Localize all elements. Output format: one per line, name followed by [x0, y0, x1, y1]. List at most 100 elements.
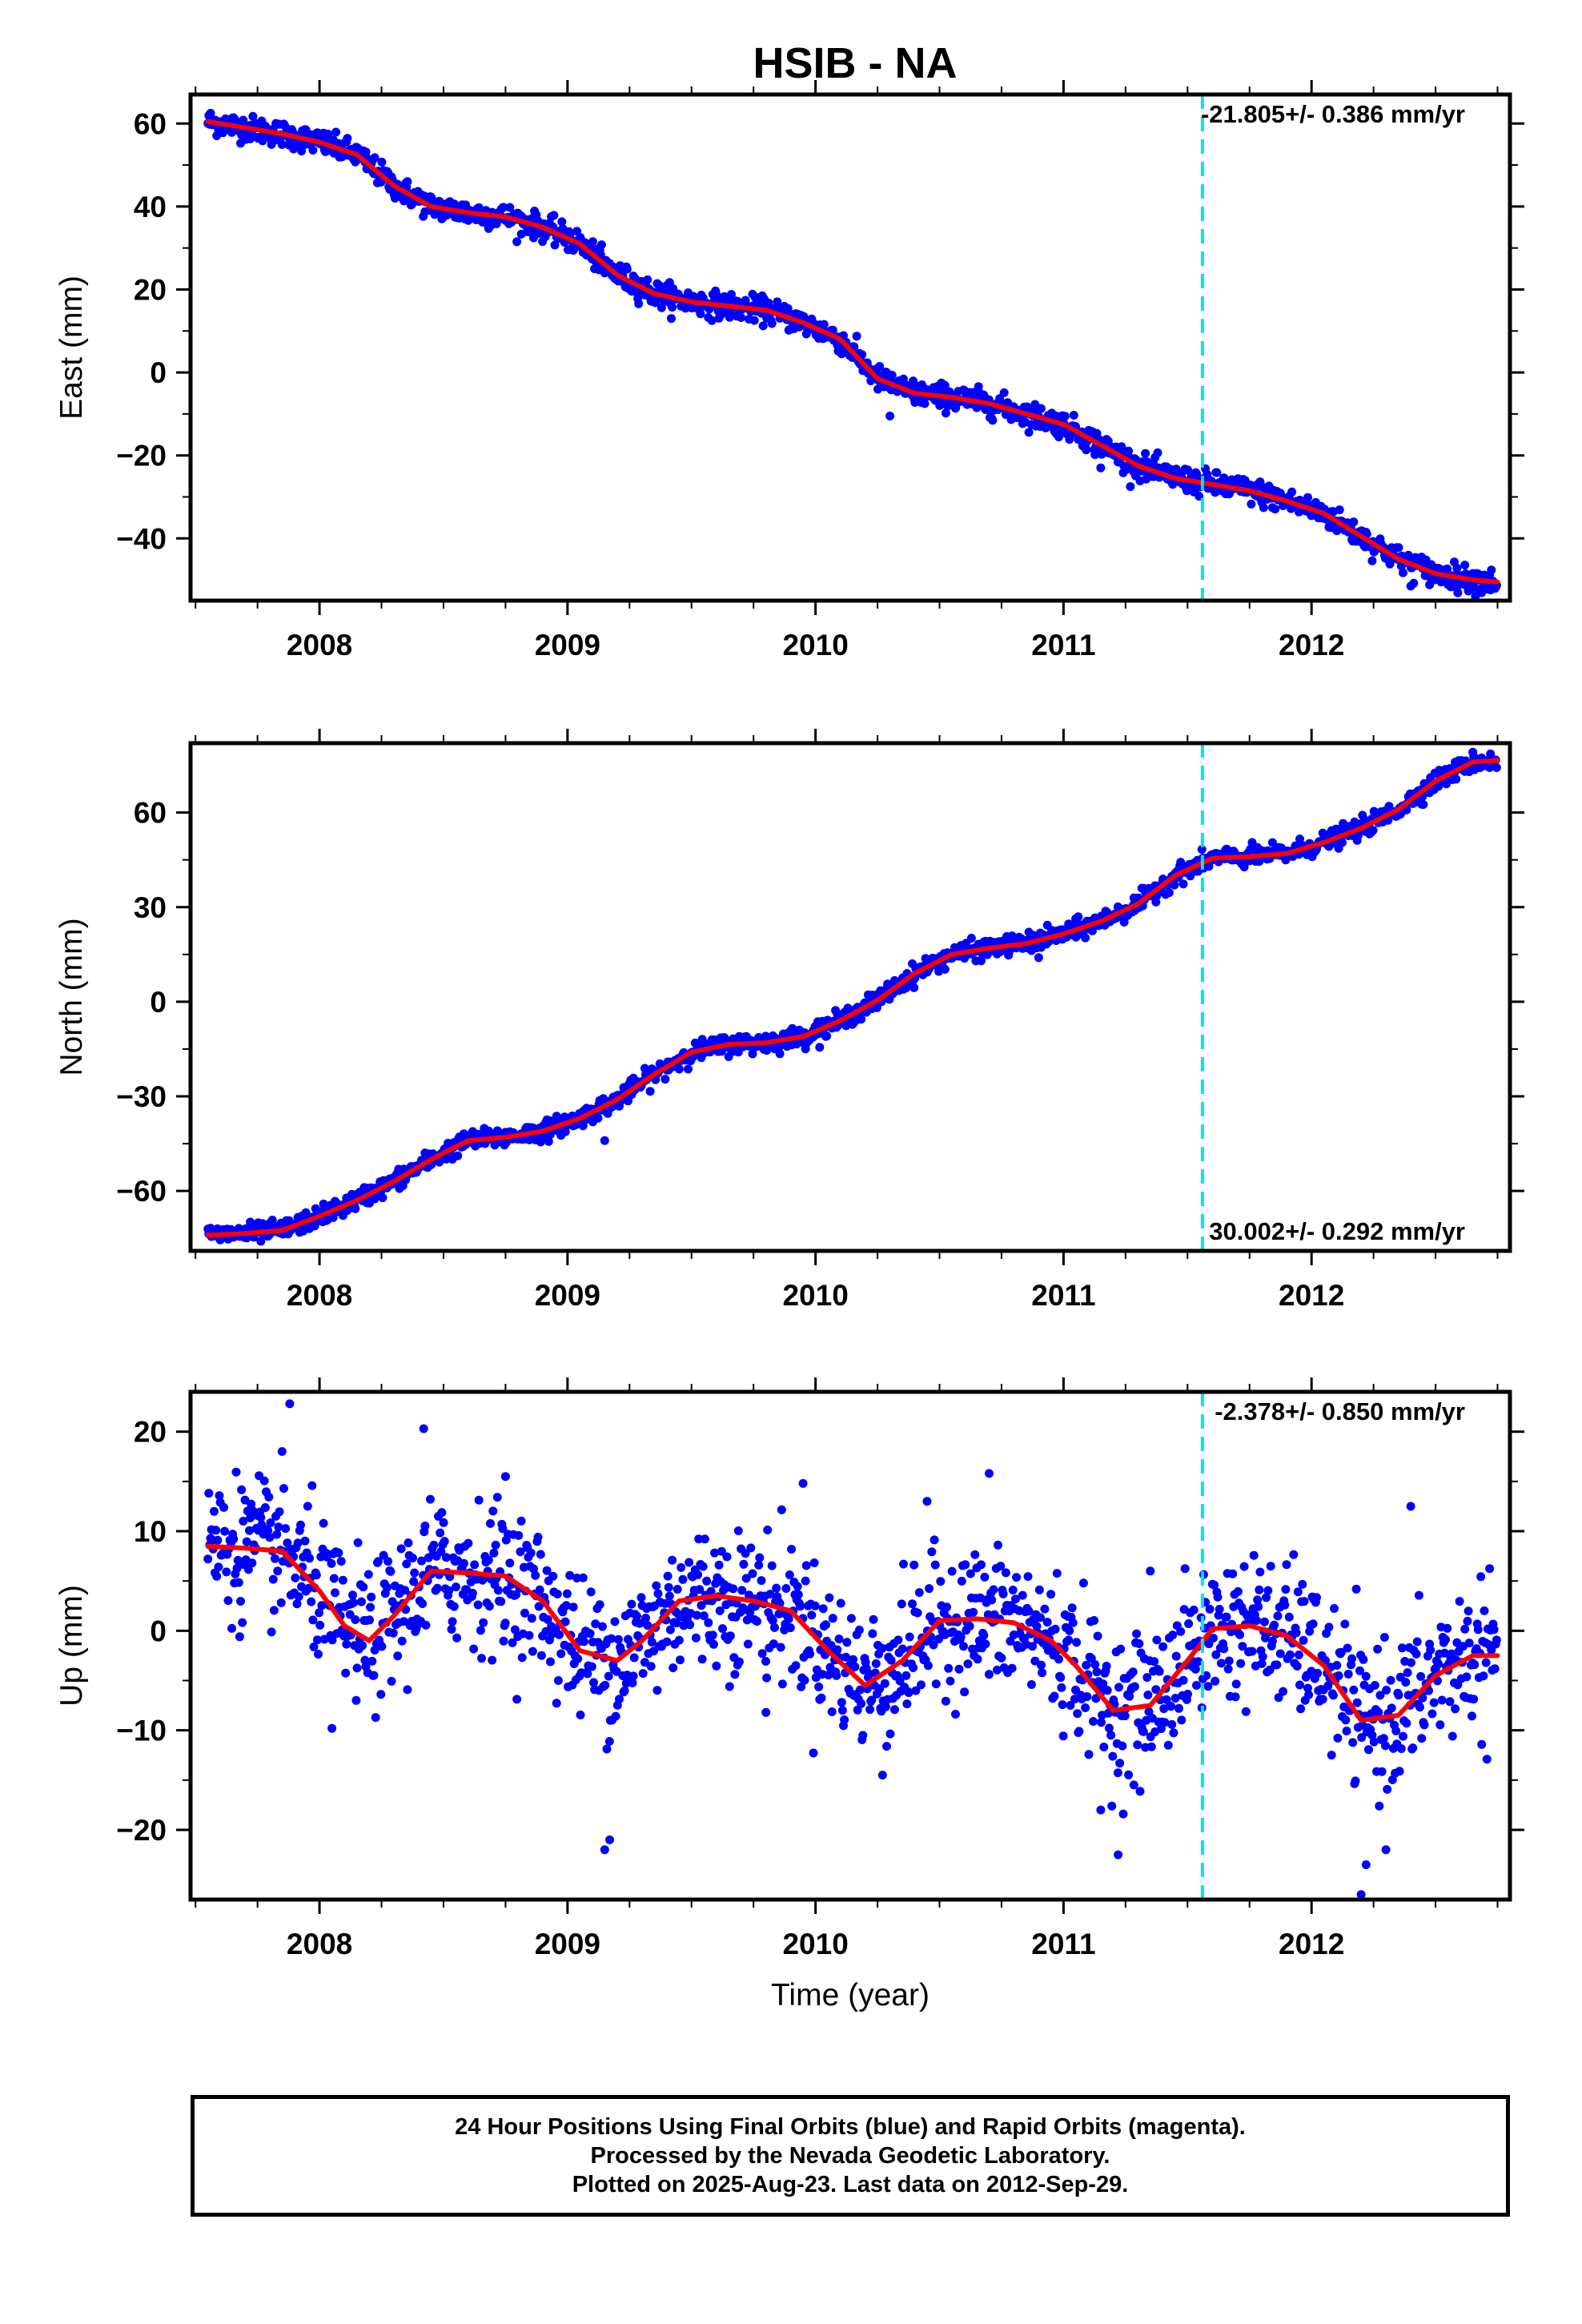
data-point	[1057, 1683, 1066, 1692]
data-point	[531, 1570, 540, 1580]
data-point	[1166, 1702, 1176, 1711]
data-point-outlier	[1356, 1890, 1366, 1900]
data-point	[245, 1526, 254, 1535]
data-point	[1090, 1616, 1099, 1625]
data-point	[1343, 1643, 1352, 1653]
data-point	[1236, 1659, 1246, 1668]
data-point	[767, 1561, 777, 1570]
data-point	[620, 1686, 629, 1695]
data-point	[1435, 1720, 1445, 1730]
data-point	[1407, 1658, 1415, 1667]
data-point	[1442, 779, 1452, 789]
data-point	[1068, 1618, 1078, 1627]
data-point	[239, 115, 248, 125]
panel-east: 2008 2009 2010 2011 2012 60 40 20 0 −20 −40 East (m…	[54, 80, 1524, 661]
data-point	[546, 1130, 555, 1140]
data-point	[1452, 564, 1462, 573]
data-point	[1125, 1691, 1134, 1701]
data-point	[396, 1544, 406, 1554]
data-point	[714, 1560, 724, 1570]
data-point	[832, 1671, 841, 1680]
data-point	[674, 1064, 684, 1074]
data-point	[1183, 1690, 1192, 1699]
data-point	[432, 1583, 442, 1593]
data-point	[836, 1598, 845, 1608]
data-point	[1417, 1734, 1427, 1743]
x-tick-label: 2012	[1279, 1928, 1344, 1960]
data-point	[796, 1602, 805, 1611]
data-point	[1189, 1605, 1199, 1614]
data-point	[459, 1558, 468, 1568]
data-point	[1082, 1692, 1092, 1702]
data-point	[1419, 800, 1428, 810]
data-point	[223, 1596, 233, 1606]
data-point	[1408, 1743, 1418, 1753]
data-point	[636, 1593, 646, 1602]
data-point	[807, 1610, 817, 1620]
data-point	[596, 240, 606, 250]
x-tick-label: 2010	[782, 629, 848, 661]
data-point	[542, 1566, 552, 1575]
x-tick-label: 2011	[1031, 1928, 1095, 1960]
data-point	[562, 1589, 572, 1598]
data-point	[886, 1655, 896, 1665]
x-tick-label: 2008	[287, 629, 352, 661]
data-point	[887, 371, 897, 380]
data-point	[593, 1113, 603, 1123]
data-point	[1153, 448, 1162, 457]
data-point	[247, 1558, 257, 1568]
panel-north: 2008 2009 2010 2011 2012 60 30 0 −30 −60 North (mm…	[54, 729, 1524, 1312]
data-point	[294, 1592, 303, 1602]
data-point	[1453, 588, 1463, 597]
data-point	[1060, 412, 1070, 421]
data-point	[377, 157, 387, 167]
data-point	[695, 1585, 705, 1594]
data-point	[505, 1558, 515, 1568]
data-point	[904, 1688, 913, 1698]
data-point	[548, 1571, 558, 1581]
data-point	[801, 1561, 811, 1570]
data-point-outlier	[1361, 1860, 1371, 1869]
data-point	[1473, 1625, 1483, 1634]
data-point	[436, 1528, 445, 1538]
data-point	[1093, 1631, 1102, 1641]
data-point	[1464, 1638, 1474, 1648]
data-point	[613, 1634, 623, 1644]
data-point	[556, 1649, 566, 1659]
data-point	[1324, 1622, 1334, 1632]
data-point	[1037, 1660, 1046, 1670]
data-point	[1216, 1659, 1226, 1668]
data-point	[1298, 1579, 1307, 1589]
data-point	[435, 1157, 444, 1167]
data-point	[963, 1659, 973, 1669]
data-point	[694, 1534, 704, 1544]
data-point	[1342, 1727, 1351, 1735]
velocity-label: -2.378+/- 0.850 mm/yr	[1215, 1397, 1465, 1425]
data-point	[834, 1634, 844, 1644]
data-point	[1348, 1738, 1358, 1747]
data-point	[388, 1628, 398, 1638]
data-point	[1412, 1637, 1422, 1647]
data-point	[961, 1560, 970, 1570]
data-layer-up	[203, 1399, 1501, 1900]
data-point	[1285, 1650, 1295, 1659]
data-point	[352, 1663, 362, 1673]
data-point	[667, 314, 676, 324]
data-point	[1280, 1600, 1290, 1610]
data-point	[1099, 1743, 1109, 1751]
x-tick-label: 2011	[1031, 1279, 1095, 1312]
data-point	[1394, 543, 1403, 553]
data-point	[725, 312, 734, 322]
data-point	[929, 1640, 938, 1650]
data-point	[1293, 1587, 1303, 1597]
data-point	[1441, 1634, 1450, 1644]
data-point	[868, 1629, 877, 1638]
data-point	[1119, 918, 1129, 927]
data-point	[1476, 1572, 1486, 1582]
data-point	[793, 1590, 803, 1599]
data-point	[365, 1615, 374, 1625]
data-point	[573, 1654, 583, 1663]
data-point	[1034, 1585, 1044, 1594]
data-point	[1443, 564, 1452, 573]
data-point	[1427, 1709, 1437, 1719]
